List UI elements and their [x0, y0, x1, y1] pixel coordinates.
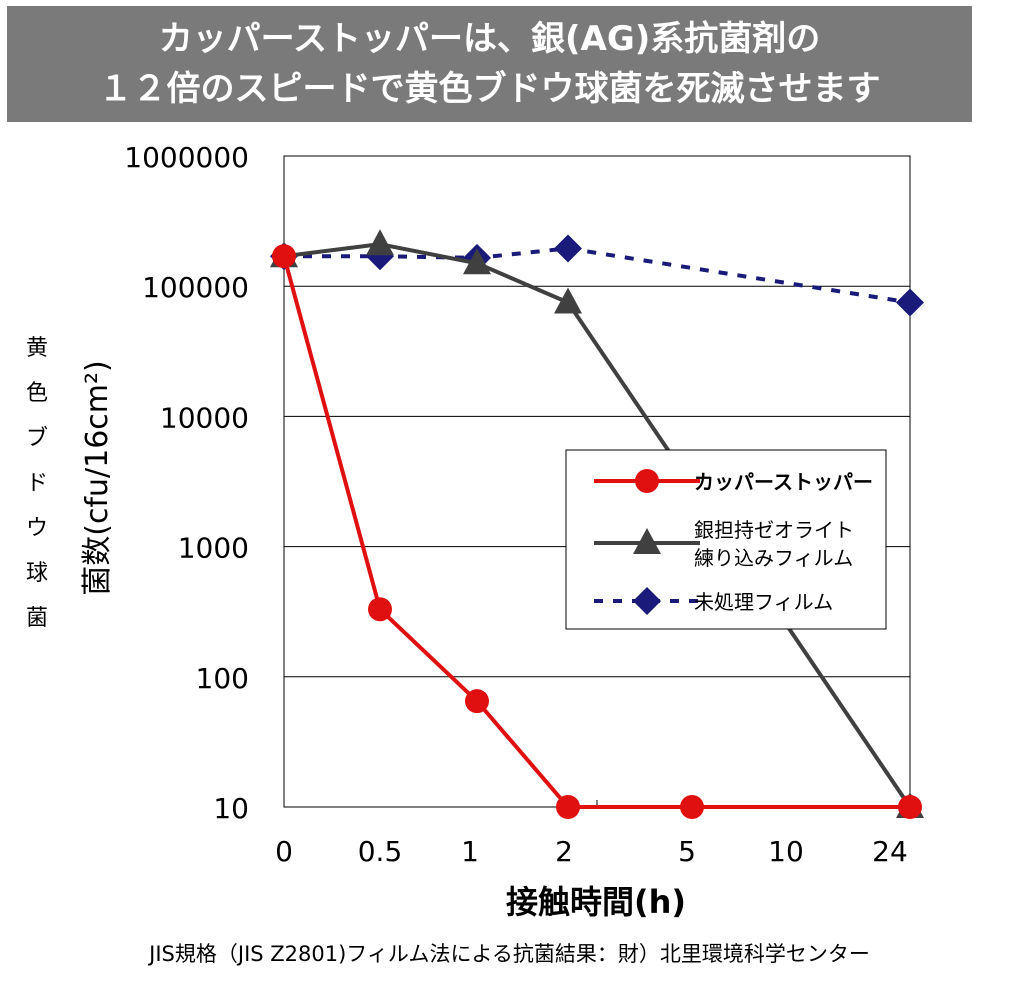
side-label: 黄 色 ブ ド ウ 球 菌 [22, 330, 52, 632]
x-tick-label: 0.5 [358, 835, 403, 868]
legend-label-2: 未処理フィルム [694, 590, 833, 614]
source-note: JIS規格（JIS Z2801)フィルム法による抗菌結果：財）北里環境科学センタ… [149, 942, 870, 966]
data-point [896, 288, 924, 317]
side-label-char: 色 [25, 381, 48, 406]
legend-label-1: 銀担持ゼオライト練り込みフィルム [694, 518, 854, 570]
legend-marker-1 [633, 528, 661, 554]
data-point [680, 795, 704, 819]
side-label-char: 球 [25, 561, 48, 586]
data-point [368, 597, 392, 622]
y-axis-title: 菌数(cfu/16cm²) [80, 360, 115, 596]
y-tick-label: 1000 [178, 532, 249, 565]
legend-label-line: 練り込みフィルム [694, 546, 853, 570]
legend-marker-2 [633, 587, 661, 615]
side-label-char: ウ [25, 516, 48, 541]
x-tick-label: 10 [768, 835, 804, 868]
data-point [463, 248, 491, 275]
side-label-char: 黄 [25, 336, 48, 361]
title-banner: カッパーストッパーは、銀(AG)系抗菌剤の １２倍のスピードで黄色ブドウ球菌を死… [7, 6, 972, 122]
title-line-1: カッパーストッパーは、銀(AG)系抗菌剤の [158, 19, 821, 59]
legend-label-line: カッパーストッパー [694, 470, 873, 494]
side-label-char: ブ [25, 426, 48, 451]
x-tick-label: 1 [461, 835, 479, 868]
title-line-2: １２倍のスピードで黄色ブドウ球菌を死滅させます [98, 69, 881, 109]
data-point [366, 229, 394, 256]
x-tick-label: 24 [872, 835, 908, 868]
y-tick-label: 10000 [160, 401, 249, 434]
data-point [465, 689, 489, 714]
x-tick-label: 5 [678, 835, 696, 868]
data-point [556, 795, 580, 819]
data-point [898, 795, 922, 819]
legend-label-line: 未処理フィルム [694, 590, 833, 614]
data-point [554, 287, 582, 314]
legend-label-line: 銀担持ゼオライト [694, 518, 854, 542]
y-tick-label: 100 [196, 662, 249, 695]
y-tick-label: 10 [213, 792, 249, 825]
x-axis-title: 接触時間(h) [506, 883, 686, 921]
side-label-char: 菌 [25, 606, 48, 631]
legend-label-0: カッパーストッパー [694, 470, 873, 494]
data-point [554, 234, 582, 263]
y-tick-label: 1000000 [124, 141, 249, 174]
y-tick-label: 100000 [142, 271, 249, 304]
side-label-char: ド [25, 471, 48, 496]
data-point [272, 244, 296, 269]
x-tick-label: 2 [555, 835, 573, 868]
legend-marker-0 [635, 469, 659, 493]
series-line-0 [282, 255, 910, 809]
x-tick-label: 0 [275, 835, 293, 868]
